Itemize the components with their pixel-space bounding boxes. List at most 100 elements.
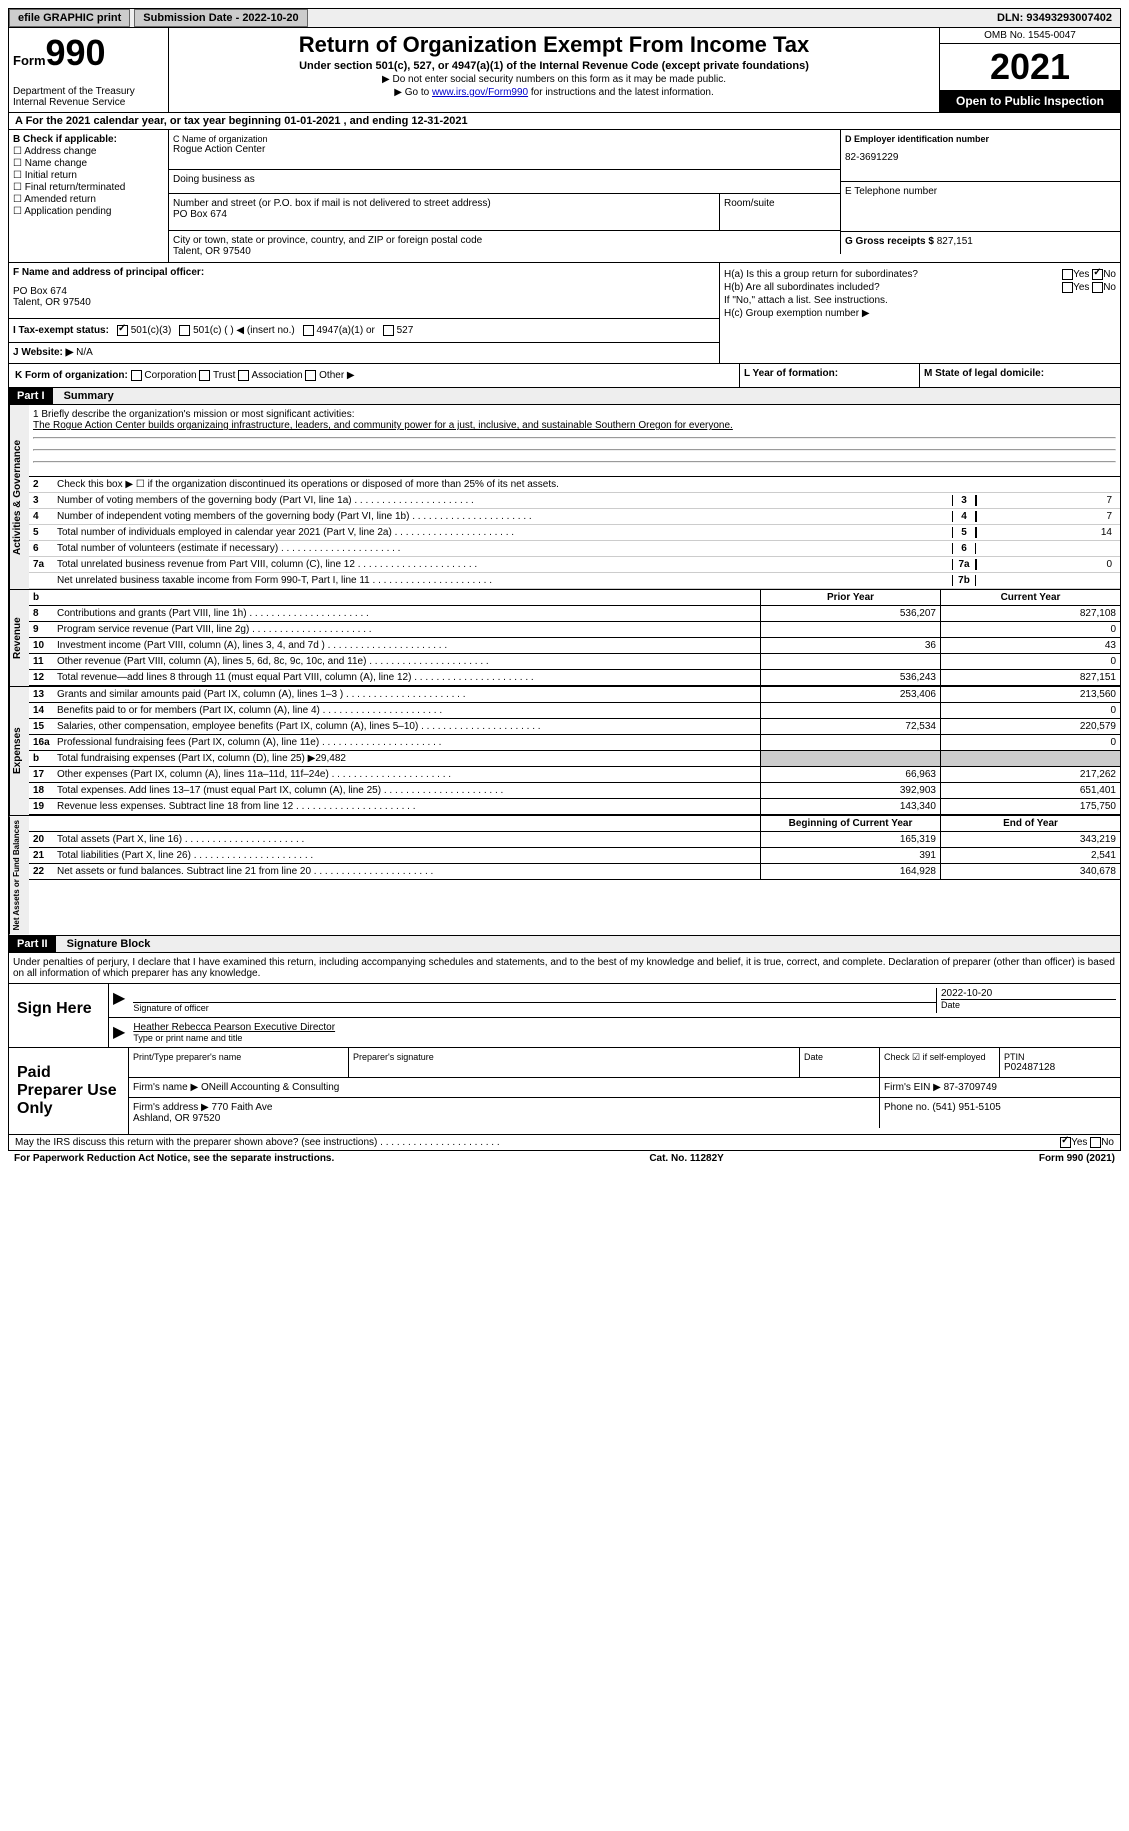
org-name: Rogue Action Center (173, 144, 836, 155)
cb-name-change[interactable]: ☐ Name change (13, 158, 164, 169)
officer-box: F Name and address of principal officer:… (9, 263, 719, 319)
final-footer: For Paperwork Reduction Act Notice, see … (8, 1151, 1121, 1166)
line1-label: 1 Briefly describe the organization's mi… (33, 409, 1116, 420)
cb-amended[interactable]: ☐ Amended return (13, 194, 164, 205)
cb-501c3[interactable]: 501(c)(3) (117, 325, 171, 336)
hb-no[interactable] (1092, 282, 1103, 293)
hb-note: If "No," attach a list. See instructions… (724, 295, 1116, 306)
gross-box: G Gross receipts $ 827,151 (840, 232, 1120, 254)
cb-other[interactable]: Other ▶ (305, 370, 354, 381)
sig-of-officer-label: Signature of officer (133, 1002, 936, 1013)
cb-corp[interactable]: Corporation (131, 370, 197, 381)
dept-label: Department of the Treasury Internal Reve… (13, 86, 164, 108)
part2-title: Signature Block (59, 936, 159, 952)
f-addr1: PO Box 674 (13, 286, 715, 297)
paid-prep-label: Paid Preparer Use Only (9, 1048, 129, 1134)
gov-row: Net unrelated business taxable income fr… (29, 573, 1120, 589)
cb-app-pending[interactable]: ☐ Application pending (13, 206, 164, 217)
top-bar: efile GRAPHIC print Submission Date - 20… (8, 8, 1121, 28)
prior-year-hdr: Prior Year (760, 590, 940, 605)
org-name-box: C Name of organization Rogue Action Cent… (169, 130, 840, 170)
vert-netassets: Net Assets or Fund Balances (9, 816, 29, 934)
discuss-no[interactable] (1090, 1137, 1101, 1148)
exp-row: 15Salaries, other compensation, employee… (29, 719, 1120, 735)
note2-pre: ▶ Go to (394, 87, 432, 98)
date-label: Date (941, 999, 1116, 1010)
sign-here-label: Sign Here (9, 984, 109, 1047)
paperwork-notice: For Paperwork Reduction Act Notice, see … (14, 1153, 334, 1164)
website-box: J Website: ▶ N/A (9, 343, 719, 363)
ha-line: H(a) Is this a group return for subordin… (724, 269, 1116, 280)
sign-fields: ▶ Signature of officer 2022-10-20Date ▶ … (109, 984, 1120, 1047)
exp-row: bTotal fundraising expenses (Part IX, co… (29, 751, 1120, 767)
addr-value: PO Box 674 (173, 209, 715, 220)
room-label: Room/suite (724, 198, 836, 209)
form-subtitle: Under section 501(c), 527, or 4947(a)(1)… (177, 60, 931, 72)
check-applicable: B Check if applicable: ☐ Address change … (9, 130, 169, 262)
mission-box: 1 Briefly describe the organization's mi… (29, 405, 1120, 477)
part1-title: Summary (56, 388, 122, 404)
governance-section: Activities & Governance 1 Briefly descri… (8, 405, 1121, 590)
officer-name: Heather Rebecca Pearson Executive Direct… (133, 1022, 1116, 1033)
i-label: I Tax-exempt status: (13, 325, 109, 336)
cb-4947[interactable]: 4947(a)(1) or (303, 325, 375, 336)
netassets-content: Beginning of Current Year End of Year 20… (29, 816, 1120, 934)
header-left: Form990 Department of the Treasury Inter… (9, 28, 169, 112)
cb-address-change[interactable]: ☐ Address change (13, 146, 164, 157)
hb-label: H(b) Are all subordinates included? (724, 282, 880, 293)
expenses-content: 13Grants and similar amounts paid (Part … (29, 687, 1120, 815)
section-b-right: D Employer identification number 82-3691… (840, 130, 1120, 262)
mission-text: The Rogue Action Center builds organizai… (33, 420, 1116, 431)
gov-row: 7aTotal unrelated business revenue from … (29, 557, 1120, 573)
exp-row: 16aProfessional fundraising fees (Part I… (29, 735, 1120, 751)
prep-row2: Firm's name ▶ ONeill Accounting & Consul… (129, 1078, 1120, 1098)
ptin-cell: PTINP02487128 (1000, 1048, 1120, 1077)
prep-row3: Firm's address ▶ 770 Faith Ave Ashland, … (129, 1098, 1120, 1128)
discuss-text: May the IRS discuss this return with the… (15, 1137, 500, 1148)
revenue-section: Revenue b Prior Year Current Year 8Contr… (8, 590, 1121, 687)
cb-501c[interactable]: 501(c) ( ) ◀ (insert no.) (179, 325, 294, 336)
gov-row: 3Number of voting members of the governi… (29, 493, 1120, 509)
m-box: M State of legal domicile: (920, 364, 1120, 387)
hb-line: H(b) Are all subordinates included? Yes … (724, 282, 1116, 293)
ha-no[interactable] (1092, 269, 1103, 280)
addr-label: Number and street (or P.O. box if mail i… (173, 198, 715, 209)
g-label: G Gross receipts $ (845, 236, 934, 247)
paid-fields: Print/Type preparer's name Preparer's si… (129, 1048, 1120, 1134)
self-emp-cell: Check ☑ if self-employed (880, 1048, 1000, 1077)
addr-row: Number and street (or P.O. box if mail i… (169, 194, 840, 230)
ein-box: D Employer identification number 82-3691… (840, 130, 1120, 182)
cb-527[interactable]: 527 (383, 325, 413, 336)
firm-addr-cell: Firm's address ▶ 770 Faith Ave Ashland, … (129, 1098, 880, 1128)
rev-row: 12Total revenue—add lines 8 through 11 (… (29, 670, 1120, 686)
cb-trust[interactable]: Trust (199, 370, 235, 381)
cb-initial-return[interactable]: ☐ Initial return (13, 170, 164, 181)
rev-row: 10Investment income (Part VIII, column (… (29, 638, 1120, 654)
dba-label: Doing business as (173, 174, 836, 185)
cb-assoc[interactable]: Association (238, 370, 302, 381)
cb-final-return[interactable]: ☐ Final return/terminated (13, 182, 164, 193)
submission-date-button[interactable]: Submission Date - 2022-10-20 (134, 9, 307, 27)
city-value: Talent, OR 97540 (173, 246, 836, 257)
note-ssn: ▶ Do not enter social security numbers o… (177, 74, 931, 85)
l-box: L Year of formation: (740, 364, 920, 387)
efile-button[interactable]: efile GRAPHIC print (9, 9, 130, 27)
ha-yes[interactable] (1062, 269, 1073, 280)
header-center: Return of Organization Exempt From Incom… (169, 28, 940, 112)
arrow-icon: ▶ (113, 1022, 125, 1043)
expenses-section: Expenses 13Grants and similar amounts pa… (8, 687, 1121, 816)
tax-exempt-box: I Tax-exempt status: 501(c)(3) 501(c) ( … (9, 319, 719, 343)
hc-line: H(c) Group exemption number ▶ (724, 308, 1116, 319)
exp-row: 17Other expenses (Part IX, column (A), l… (29, 767, 1120, 783)
header-right: OMB No. 1545-0047 2021 Open to Public In… (940, 28, 1120, 112)
irs-link[interactable]: www.irs.gov/Form990 (432, 87, 528, 98)
hb-yes[interactable] (1062, 282, 1073, 293)
discuss-yes[interactable] (1060, 1137, 1071, 1148)
city-label: City or town, state or province, country… (173, 235, 836, 246)
governance-content: 1 Briefly describe the organization's mi… (29, 405, 1120, 589)
revenue-content: b Prior Year Current Year 8Contributions… (29, 590, 1120, 686)
form-header: Form990 Department of the Treasury Inter… (8, 28, 1121, 113)
net-row: 20Total assets (Part X, line 16)165,3193… (29, 832, 1120, 848)
k-label: K Form of organization: (15, 370, 128, 381)
fhij-right: H(a) Is this a group return for subordin… (720, 263, 1120, 363)
